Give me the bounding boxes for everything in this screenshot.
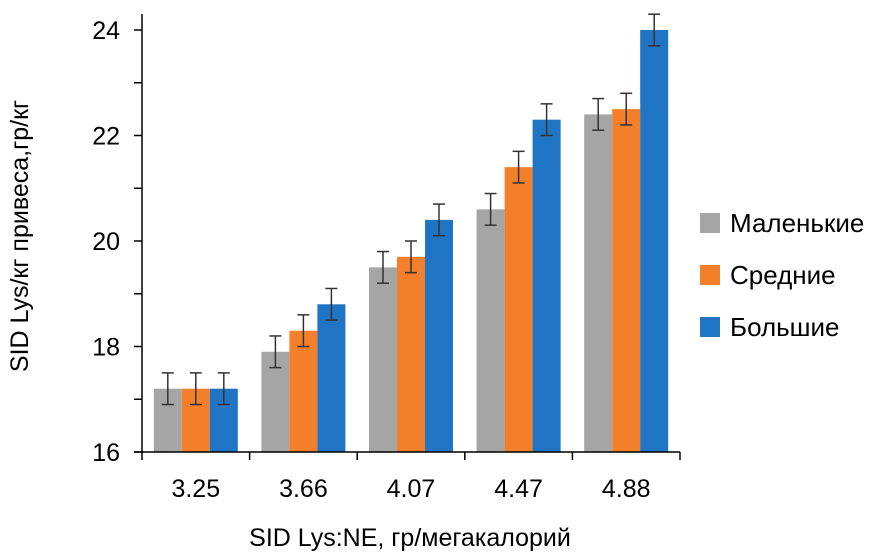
y-tick-label: 18 (92, 334, 120, 362)
legend-swatch (700, 317, 720, 337)
bar (369, 267, 397, 452)
axes-layer: 16 18 20 22 24 3.25 3.66 4.07 4.47 4.88 (92, 14, 681, 503)
y-axis-title: SID Lys/кг привеса,гр/кг (6, 100, 34, 372)
bar (317, 304, 346, 452)
bar (397, 256, 425, 452)
bar (261, 351, 290, 452)
bar (289, 330, 318, 452)
legend-swatch (700, 213, 720, 233)
x-tick-label: 3.25 (171, 475, 220, 503)
y-tick-label: 20 (92, 228, 120, 256)
x-tick-label: 4.88 (602, 475, 651, 503)
y-tick-label: 24 (92, 17, 120, 45)
bar (532, 119, 561, 453)
x-tick-label: 3.66 (279, 475, 328, 503)
bar (425, 219, 453, 452)
bar (476, 209, 505, 452)
bar (640, 30, 669, 452)
bar (612, 109, 641, 452)
bar (504, 167, 533, 452)
legend-swatch (700, 265, 720, 285)
legend: Маленькие Средние Большие (700, 208, 864, 342)
bars-layer (153, 30, 669, 453)
x-axis-title: SID Lys:NE, гр/мегакалорий (249, 524, 571, 552)
y-tick-label: 22 (92, 123, 120, 151)
y-tick-label: 16 (92, 439, 120, 467)
x-tick-label: 4.07 (387, 475, 436, 503)
bar (584, 114, 613, 453)
legend-label: Маленькие (730, 208, 864, 238)
legend-label: Средние (730, 260, 836, 290)
error-bars-layer (161, 13, 661, 406)
legend-label: Большие (730, 312, 840, 342)
x-tick-label: 4.47 (494, 475, 543, 503)
